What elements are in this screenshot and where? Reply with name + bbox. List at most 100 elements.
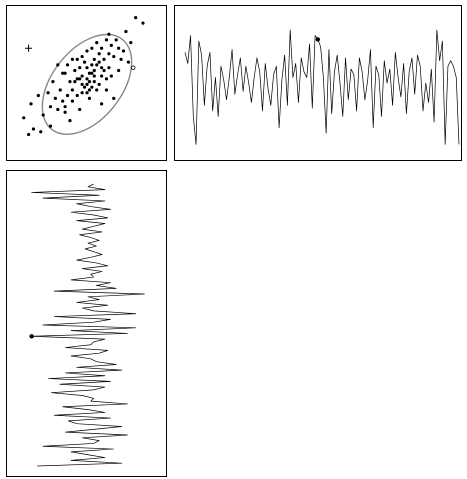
scatter-point <box>117 68 121 73</box>
scatter-point <box>61 99 65 103</box>
scatter-point <box>85 77 89 81</box>
scatter-point <box>70 88 74 92</box>
scatter-point <box>85 91 89 95</box>
scatter-point <box>61 71 65 75</box>
scatter-point <box>95 63 99 67</box>
scatter-point <box>87 88 92 92</box>
scatter-point <box>70 57 74 61</box>
scatter-point <box>90 46 94 50</box>
scatter-point <box>117 46 121 50</box>
scatter-point <box>107 52 111 56</box>
scatter-point <box>78 66 82 70</box>
scatter-point <box>100 66 104 70</box>
scatter-point <box>107 66 111 70</box>
scatter-point <box>51 80 55 84</box>
scatter-point <box>56 63 60 67</box>
scatter-point <box>75 77 79 81</box>
scatter-point <box>82 85 87 89</box>
scatter-point <box>29 102 33 106</box>
scatter-point <box>107 32 111 36</box>
scatter-point <box>56 107 60 112</box>
trace-vertical-plot <box>29 183 145 467</box>
scatter-point <box>104 77 109 81</box>
scatter-plot <box>22 15 145 137</box>
scatter-point <box>129 41 133 45</box>
trace-line <box>31 183 145 467</box>
scatter-point <box>109 43 113 48</box>
scatter-point <box>104 38 109 42</box>
trace-vertical-panel-frame <box>6 170 167 477</box>
scatter-point <box>104 88 109 92</box>
scatter-point <box>92 57 96 61</box>
scatter-point <box>41 113 45 117</box>
scatter-point <box>39 130 43 134</box>
scatter-point <box>63 71 67 75</box>
scatter-point <box>78 107 82 112</box>
scatter-point <box>80 74 84 78</box>
highlight-point <box>315 37 321 42</box>
scatter-point <box>48 105 53 109</box>
scatter-point <box>27 132 31 137</box>
scatter-point <box>100 102 104 106</box>
scatter-point <box>73 80 77 84</box>
scatter-point <box>48 124 53 128</box>
scatter-point <box>75 57 79 61</box>
scatter-point <box>65 63 70 67</box>
scatter-point <box>114 38 118 42</box>
scatter-point <box>85 49 89 53</box>
scatter-point <box>90 71 94 75</box>
scatter-point <box>58 88 62 92</box>
scatter-point <box>31 127 36 131</box>
trace-line <box>184 29 460 145</box>
plus-marker <box>25 44 33 52</box>
scatter-point <box>65 93 70 98</box>
scatter-point <box>85 82 89 86</box>
scatter-point <box>90 85 94 89</box>
scatter-point <box>141 21 145 25</box>
scatter-point <box>92 74 96 78</box>
scatter-point <box>70 99 74 103</box>
scatter-point <box>134 15 138 20</box>
scatter-point <box>119 57 123 61</box>
scatter-point <box>90 63 94 67</box>
scatter-point <box>68 80 72 84</box>
confidence-ellipse <box>41 33 133 135</box>
scatter-point <box>121 49 126 53</box>
scatter-point <box>63 110 67 114</box>
scatter-point <box>92 68 96 73</box>
scatter-point <box>100 46 104 50</box>
scatter-point <box>85 66 89 70</box>
scatter-point <box>112 54 116 59</box>
scatter-point <box>53 96 57 100</box>
scatter-point <box>95 41 99 45</box>
scatter-point <box>75 93 79 98</box>
open-circle-marker <box>131 65 136 70</box>
scatter-point <box>87 71 92 75</box>
scatter-point <box>102 57 106 61</box>
scatter-point <box>87 96 92 100</box>
scatter-point <box>92 80 96 84</box>
scatter-point <box>87 80 92 84</box>
scatter-point <box>46 91 50 95</box>
scatter-point <box>109 74 113 78</box>
scatter-point <box>36 93 40 98</box>
scatter-point <box>97 82 101 86</box>
scatter-point <box>63 105 67 109</box>
scatter-point <box>22 116 26 120</box>
scatter-point <box>68 118 72 123</box>
scatter-point <box>78 77 82 81</box>
highlight-point <box>29 334 34 339</box>
scatter-point <box>95 88 99 92</box>
scatter-point <box>112 96 116 100</box>
trace-horizontal-panel-frame <box>174 5 462 161</box>
scatter-point <box>80 82 84 86</box>
scatter-point <box>73 68 77 73</box>
scatter-point <box>80 91 84 95</box>
scatter-point <box>82 60 87 64</box>
scatter-point <box>102 68 106 73</box>
scatter-point <box>124 29 128 34</box>
scatter-point <box>126 60 130 64</box>
scatter-point <box>80 54 84 59</box>
scatter-point <box>97 52 101 56</box>
